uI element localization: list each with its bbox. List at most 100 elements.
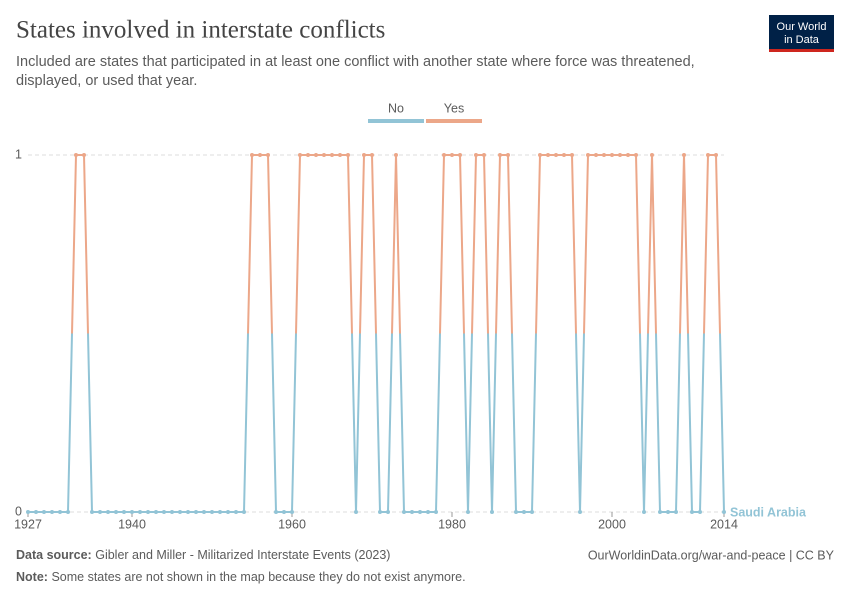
point — [722, 510, 726, 514]
point — [426, 510, 430, 514]
point — [706, 153, 710, 157]
point — [114, 510, 118, 514]
point — [66, 510, 70, 514]
point — [642, 510, 646, 514]
y-tick-label: 1 — [15, 147, 22, 161]
series-label: Saudi Arabia — [730, 505, 807, 519]
point — [674, 510, 678, 514]
chart-title: States involved in interstate conflicts — [16, 17, 385, 44]
point — [490, 510, 494, 514]
url: OurWorldinData.org/war-and-peace | CC BY — [588, 548, 835, 562]
point — [514, 510, 518, 514]
point — [610, 153, 614, 157]
point — [50, 510, 54, 514]
logo-text: Our World — [777, 21, 827, 33]
point — [194, 510, 198, 514]
point — [394, 153, 398, 157]
point — [42, 510, 46, 514]
point — [314, 153, 318, 157]
point — [578, 510, 582, 514]
note: Note: Some states are not shown in the m… — [16, 570, 466, 584]
point — [386, 510, 390, 514]
point — [186, 510, 190, 514]
point — [618, 153, 622, 157]
point — [170, 510, 174, 514]
point — [282, 510, 286, 514]
point — [410, 510, 414, 514]
point — [570, 153, 574, 157]
point — [122, 510, 126, 514]
x-tick-label: 1980 — [438, 517, 466, 531]
source-label: Data source: — [16, 548, 92, 562]
point — [322, 153, 326, 157]
point — [658, 510, 662, 514]
note-text: Some states are not shown in the map bec… — [51, 570, 465, 584]
point — [274, 510, 278, 514]
note-label: Note: — [16, 570, 48, 584]
point — [594, 153, 598, 157]
point — [298, 153, 302, 157]
point — [258, 153, 262, 157]
point — [306, 153, 310, 157]
point — [474, 153, 478, 157]
point — [698, 510, 702, 514]
point — [210, 510, 214, 514]
legend-swatch — [426, 119, 482, 123]
point — [634, 153, 638, 157]
logo-bar — [769, 49, 834, 52]
point — [138, 510, 142, 514]
point — [554, 153, 558, 157]
point — [146, 510, 150, 514]
source-text: Gibler and Miller - Militarized Intersta… — [95, 548, 390, 562]
point — [162, 510, 166, 514]
point — [626, 153, 630, 157]
point — [202, 510, 206, 514]
point — [378, 510, 382, 514]
subtitle: displayed, or used that year. — [16, 73, 197, 89]
point — [434, 510, 438, 514]
point — [130, 510, 134, 514]
x-tick-label: 1940 — [118, 517, 146, 531]
point — [418, 510, 422, 514]
point — [482, 153, 486, 157]
point — [602, 153, 606, 157]
point — [562, 153, 566, 157]
point — [98, 510, 102, 514]
point — [34, 510, 38, 514]
point — [154, 510, 158, 514]
point — [74, 153, 78, 157]
x-tick-label: 1960 — [278, 517, 306, 531]
logo-text: in Data — [784, 34, 820, 46]
series-line — [70, 154, 722, 334]
point — [346, 153, 350, 157]
point — [290, 510, 294, 514]
point — [26, 510, 30, 514]
point — [218, 510, 222, 514]
legend-swatch — [368, 119, 424, 123]
point — [530, 510, 534, 514]
point — [586, 153, 590, 157]
point — [242, 510, 246, 514]
point — [690, 510, 694, 514]
x-tick-label: 2000 — [598, 517, 626, 531]
point — [458, 153, 462, 157]
point — [90, 510, 94, 514]
subtitle: Included are states that participated in… — [16, 54, 695, 70]
point — [250, 153, 254, 157]
point — [682, 153, 686, 157]
point — [58, 510, 62, 514]
point — [178, 510, 182, 514]
point — [266, 153, 270, 157]
series-line — [28, 333, 725, 513]
point — [226, 510, 230, 514]
point — [466, 510, 470, 514]
point — [714, 153, 718, 157]
point — [666, 510, 670, 514]
point — [82, 153, 86, 157]
legend-label: Yes — [444, 101, 464, 115]
point — [442, 153, 446, 157]
x-tick-label: 2014 — [710, 517, 738, 531]
point — [234, 510, 238, 514]
